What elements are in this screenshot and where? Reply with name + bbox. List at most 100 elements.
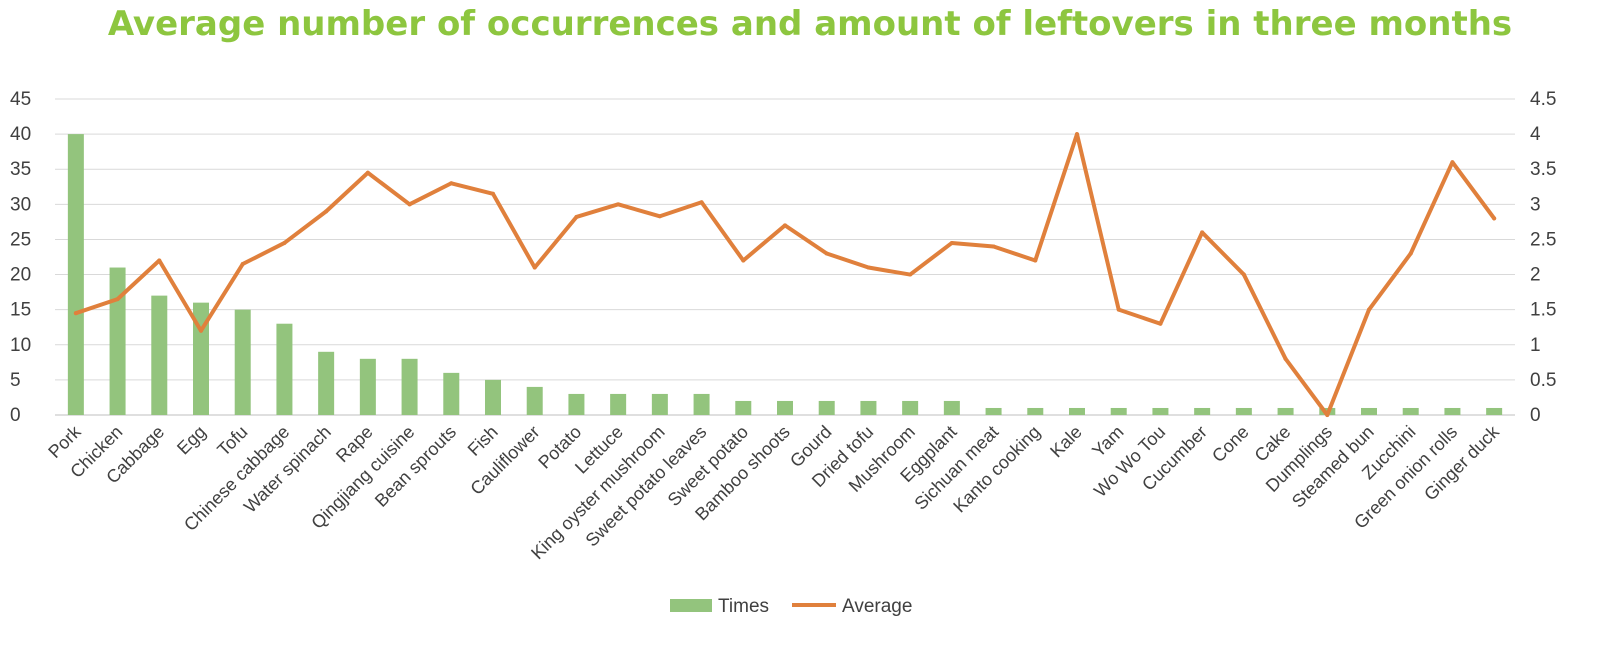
average-point [1283,356,1288,361]
bar [651,393,668,415]
average-point [1492,216,1497,221]
legend-label-average: Average [842,596,912,617]
bar [1069,407,1085,415]
bar [1361,407,1377,415]
x-category-label: Cone [1208,422,1253,467]
average-point [532,265,537,270]
y-left-tick-label: 10 [10,335,31,356]
average-point [115,297,120,302]
chart-title: Average number of occurrences and amount… [107,4,1513,44]
average-point [1033,258,1038,263]
bar [1486,407,1503,415]
y-right-tick-label: 1 [1530,335,1541,356]
average-point [574,214,579,219]
bar [735,400,752,415]
y-right-tick-label: 0.5 [1530,370,1556,391]
average-point [407,202,412,207]
bar [610,393,627,415]
average-point [616,202,621,207]
bar [943,400,960,415]
y-right-tick-label: 2.5 [1530,229,1556,250]
y-right-tick-label: 4 [1530,124,1541,145]
bar [860,400,877,415]
average-point [657,214,662,219]
y-right-tick-label: 0 [1530,405,1541,426]
legend-swatch-times [670,599,712,612]
average-point [157,258,162,263]
y-left-tick-label: 0 [10,405,21,426]
average-point [449,181,454,186]
bar [109,267,126,415]
x-category-label: Kale [1046,422,1086,462]
bar [1402,407,1419,415]
bar [1194,407,1211,415]
y-left-tick-label: 5 [10,370,21,391]
average-point [699,200,704,205]
y-right-tick-label: 3 [1530,194,1541,215]
bar [1277,407,1294,415]
bar [777,400,793,415]
bar [818,400,835,415]
bar [193,302,209,415]
bar [318,351,335,415]
bar [485,379,501,415]
average-point [866,265,871,270]
average-point [783,223,787,228]
line-layer [73,132,1497,417]
average-point [365,170,370,175]
legend-layer: Times Average [670,596,912,617]
legend-label-times: Times [718,596,769,617]
bar [67,134,84,415]
average-point [824,251,829,256]
bar [526,386,543,415]
average-point [1241,272,1246,277]
bar [359,358,376,415]
average-point [282,240,287,245]
average-point [1408,251,1413,256]
average-point [1116,307,1121,312]
bar [1235,407,1252,415]
average-point [324,209,329,214]
bar [401,358,418,415]
average-point [741,258,746,263]
y-left-tick-label: 30 [10,194,31,215]
bar [1110,407,1127,415]
bar [985,407,1002,415]
average-point [1325,413,1330,417]
y-left-tick-label: 25 [10,229,31,250]
bar [1027,407,1044,415]
y-left-tick-label: 15 [10,300,31,321]
bar [151,295,168,415]
bar [443,372,460,415]
y-right-tick-label: 2 [1530,265,1541,286]
y-right-tick-label: 1.5 [1530,300,1556,321]
average-point [1200,230,1205,235]
average-point [1367,307,1371,312]
bar [693,393,710,415]
y-left-tick-label: 40 [10,124,31,145]
average-point [991,244,996,249]
bar [902,400,919,415]
bar [234,309,251,415]
y-left-tick-label: 45 [10,89,31,110]
average-point [1450,160,1455,165]
average-point [1075,132,1079,137]
grid-layer [55,98,1515,416]
average-point [1158,321,1163,326]
y-right-tick-label: 3.5 [1530,159,1556,180]
average-point [949,240,954,245]
average-point [199,328,203,333]
average-point [491,191,495,196]
average-point [240,262,245,267]
bar [1152,407,1169,415]
average-point [908,272,913,277]
bar [276,323,293,415]
average-point [73,311,78,316]
x-category-label: Egg [173,422,210,459]
y-left-tick-label: 35 [10,159,31,180]
bar [1444,407,1461,415]
y-left-tick-label: 20 [10,265,31,286]
y-right-tick-label: 4.5 [1530,89,1556,110]
